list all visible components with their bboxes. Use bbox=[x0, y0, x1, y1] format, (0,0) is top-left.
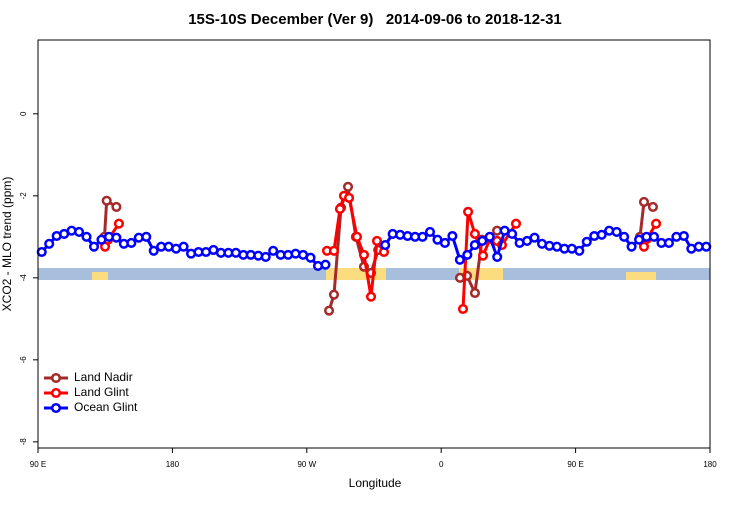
data-point bbox=[358, 249, 370, 260]
data-point bbox=[305, 252, 316, 263]
x-tick-label: 90 W bbox=[297, 460, 316, 469]
data-point bbox=[647, 201, 659, 212]
data-point bbox=[611, 226, 622, 237]
x-tick-label: 0 bbox=[439, 460, 444, 469]
data-point bbox=[701, 241, 712, 252]
x-tick-label: 90 E bbox=[30, 460, 46, 469]
data-point bbox=[334, 203, 346, 214]
data-point bbox=[507, 228, 518, 240]
data-point bbox=[619, 231, 630, 242]
data-point bbox=[36, 246, 47, 258]
data-point bbox=[417, 231, 428, 242]
data-point bbox=[477, 235, 488, 246]
data-point bbox=[581, 236, 592, 247]
data-point bbox=[454, 254, 465, 265]
data-point bbox=[81, 231, 92, 242]
x-tick-label: 180 bbox=[166, 460, 180, 469]
data-point bbox=[457, 303, 469, 315]
data-point bbox=[101, 195, 112, 206]
data-point bbox=[596, 229, 607, 240]
plot-frame bbox=[37, 39, 711, 449]
plot-area bbox=[36, 181, 712, 316]
data-point bbox=[439, 237, 450, 249]
y-tick-label: -4 bbox=[19, 274, 28, 282]
y-tick-label: 0 bbox=[19, 111, 28, 116]
x-axis-label: Longitude bbox=[349, 476, 402, 490]
y-tick-label: -8 bbox=[19, 438, 28, 446]
data-point bbox=[365, 291, 377, 302]
data-point bbox=[141, 231, 152, 242]
y-tick-label: -2 bbox=[19, 192, 28, 200]
data-point bbox=[663, 237, 674, 249]
land-patch bbox=[626, 272, 656, 280]
y-tick-label: -6 bbox=[19, 356, 28, 364]
data-point bbox=[111, 232, 122, 243]
legend-label: Land Nadir bbox=[74, 370, 133, 384]
legend-label: Ocean Glint bbox=[74, 400, 138, 414]
x-tick-label: 180 bbox=[703, 460, 717, 469]
x-tick-label: 90 E bbox=[567, 460, 583, 469]
data-point bbox=[111, 201, 122, 212]
data-point bbox=[477, 250, 489, 261]
data-point bbox=[178, 241, 189, 252]
data-point bbox=[113, 218, 124, 229]
data-point bbox=[469, 287, 480, 299]
data-point bbox=[126, 237, 137, 249]
data-point bbox=[469, 239, 480, 251]
data-point bbox=[74, 226, 85, 237]
land-patch bbox=[92, 272, 108, 280]
data-point bbox=[529, 232, 540, 243]
data-point bbox=[324, 305, 335, 316]
data-point bbox=[328, 289, 340, 300]
data-point bbox=[463, 206, 474, 217]
data-point bbox=[344, 192, 355, 203]
legend-marker bbox=[50, 372, 62, 384]
data-point bbox=[351, 231, 363, 242]
data-point bbox=[469, 228, 480, 240]
data-point bbox=[492, 251, 503, 262]
data-point bbox=[424, 226, 436, 237]
data-point bbox=[380, 239, 391, 251]
data-point bbox=[574, 245, 585, 256]
legend-label: Land Glint bbox=[74, 385, 129, 399]
data-point bbox=[462, 249, 473, 260]
data-point bbox=[268, 245, 279, 256]
data-point bbox=[148, 245, 159, 256]
data-point bbox=[651, 218, 662, 229]
data-point bbox=[484, 231, 495, 242]
data-point bbox=[328, 245, 340, 256]
data-point bbox=[260, 251, 271, 262]
data-point bbox=[320, 259, 331, 270]
data-point bbox=[626, 241, 637, 252]
legend-marker bbox=[50, 387, 62, 399]
data-point bbox=[44, 238, 55, 249]
data-point bbox=[88, 241, 100, 252]
legend-marker bbox=[50, 402, 62, 414]
y-axis-label: XCO2 - MLO trend (ppm) bbox=[0, 177, 14, 312]
chart-title: 15S-10S December (Ver 9) 2014-09-06 to 2… bbox=[188, 11, 562, 28]
data-point bbox=[371, 235, 383, 246]
data-point bbox=[510, 218, 522, 229]
data-point bbox=[678, 230, 689, 242]
data-point bbox=[638, 196, 650, 208]
data-point bbox=[447, 230, 458, 242]
data-point bbox=[342, 181, 354, 192]
data-point bbox=[648, 231, 660, 242]
